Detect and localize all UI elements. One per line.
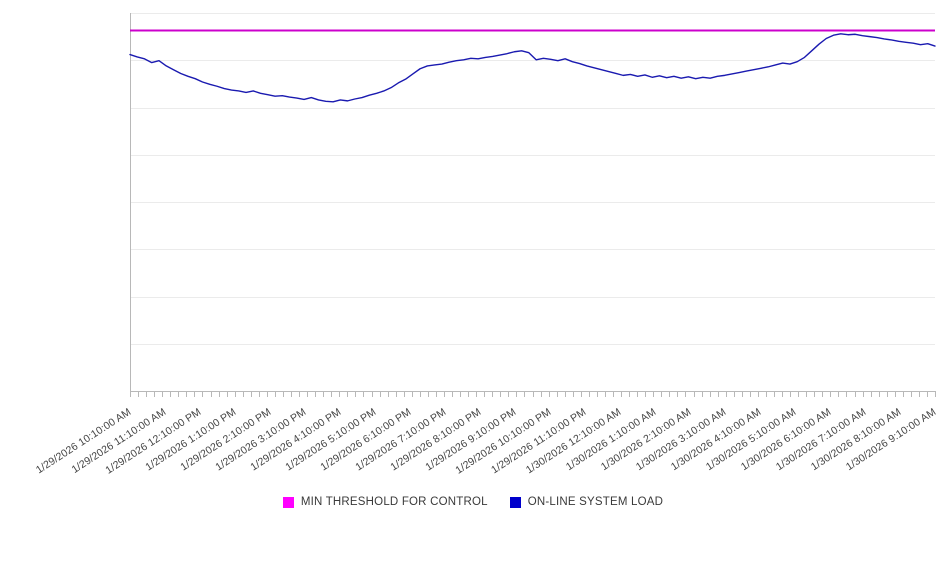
- legend-label-min-threshold-for-control: MIN THRESHOLD FOR CONTROL: [300, 496, 488, 508]
- legend-item-on-line-system-load: ON-LINE SYSTEM LOAD: [509, 496, 664, 508]
- legend-swatch-magenta: [282, 496, 294, 508]
- line-chart: 1/29/2026 10:10:00 AM 1/29/2026 11:10:00 …: [0, 13, 946, 508]
- chart-legend: MIN THRESHOLD FOR CONTROL ON-LINE SYSTEM…: [0, 496, 946, 508]
- series-line-on-line-system-load: [129, 33, 936, 103]
- legend-item-min-threshold-for-control: MIN THRESHOLD FOR CONTROL: [282, 496, 488, 508]
- plot-area: [129, 13, 936, 397]
- gridlines: [130, 13, 935, 345]
- legend-label-on-line-system-load: ON-LINE SYSTEM LOAD: [527, 496, 664, 508]
- legend-swatch-blue: [509, 496, 521, 508]
- x-axis-tick-marks: [130, 391, 936, 397]
